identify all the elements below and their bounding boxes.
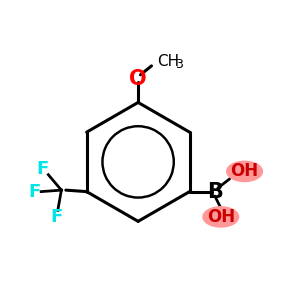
Text: OH: OH: [207, 208, 235, 226]
Ellipse shape: [227, 161, 262, 182]
Text: OH: OH: [230, 162, 259, 180]
Ellipse shape: [203, 207, 239, 227]
Text: CH: CH: [158, 54, 180, 69]
Text: F: F: [28, 183, 41, 201]
Text: B: B: [207, 182, 223, 202]
Text: F: F: [37, 160, 49, 178]
Text: 3: 3: [175, 58, 182, 71]
Text: F: F: [51, 208, 63, 226]
Text: O: O: [129, 69, 147, 89]
